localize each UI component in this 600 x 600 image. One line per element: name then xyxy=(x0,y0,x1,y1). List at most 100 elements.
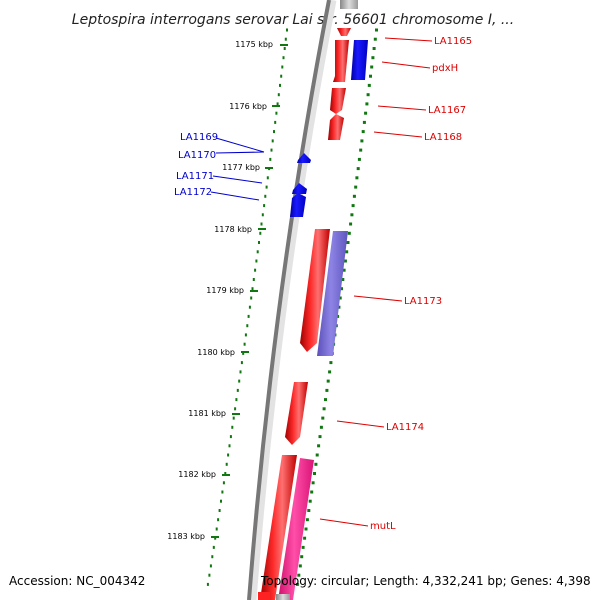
ruler-dot xyxy=(220,499,222,503)
gene-la1174 xyxy=(285,382,308,445)
ruler-dot xyxy=(321,416,325,420)
ruler-dot xyxy=(367,83,371,87)
ruler-dot xyxy=(206,582,209,586)
ruler-dot xyxy=(274,120,277,124)
gene-label-la1170[interactable]: LA1170 xyxy=(178,150,216,161)
ruler-dot xyxy=(275,111,278,115)
gene-label-la1171[interactable]: LA1171 xyxy=(176,171,214,182)
ruler-dot xyxy=(266,176,269,180)
ruler-dot xyxy=(231,425,234,429)
ruler-dot xyxy=(240,361,243,365)
ruler-dot xyxy=(305,518,309,522)
ruler-dot xyxy=(263,204,266,208)
ruler-dot xyxy=(295,582,299,586)
ruler-dot xyxy=(329,361,333,365)
ruler-dot xyxy=(325,388,329,392)
ruler-dot xyxy=(342,268,346,272)
ruler-dot xyxy=(235,398,238,402)
ruler-dot xyxy=(310,490,314,494)
ruler-dot xyxy=(345,250,349,254)
ruler-dot xyxy=(254,268,257,272)
ruler-dot xyxy=(366,93,370,97)
ruler-dot xyxy=(236,388,239,392)
gene-label-la1174[interactable]: LA1174 xyxy=(386,422,424,433)
ruler-dot xyxy=(224,472,227,475)
map-title: Leptospira interrogans serovar Lai str. … xyxy=(72,12,514,28)
gene-label-la1168[interactable]: LA1168 xyxy=(424,132,462,143)
ruler-dot xyxy=(311,481,315,485)
ruler-dot xyxy=(227,453,230,457)
ruler-dot xyxy=(232,416,235,420)
ruler-dot xyxy=(252,278,255,281)
ruler-dot xyxy=(259,231,262,235)
ruler-dot xyxy=(349,222,353,226)
ruler-dot xyxy=(346,241,350,244)
tick-label: 1178 kbp xyxy=(214,225,252,234)
gene-label-mutl[interactable]: mutL xyxy=(370,521,396,532)
ruler-dot xyxy=(351,204,355,208)
gene-red-strip-1 xyxy=(333,40,349,82)
ruler-dot xyxy=(355,176,359,180)
gene-label-pdxh[interactable]: pdxH xyxy=(432,63,458,74)
ruler-dot xyxy=(373,37,377,41)
ruler-dot xyxy=(338,296,342,300)
ruler-dot xyxy=(215,527,218,531)
gene-mutl xyxy=(260,455,297,600)
tick-label: 1177 kbp xyxy=(222,163,260,172)
gene-la1168 xyxy=(328,114,344,140)
gene-label-la1167[interactable]: LA1167 xyxy=(428,105,466,116)
ruler-dot xyxy=(326,379,330,383)
ruler-dot xyxy=(340,287,343,291)
ruler-dot xyxy=(271,139,274,143)
gene-label-la1165[interactable]: LA1165 xyxy=(434,36,472,47)
ruler-dot xyxy=(317,444,321,448)
gene-label-la1172[interactable]: LA1172 xyxy=(174,187,212,198)
ruler-dot xyxy=(258,241,260,244)
ruler-dot xyxy=(255,259,258,263)
right-gene-labels xyxy=(319,37,433,527)
ruler-dots xyxy=(206,28,378,586)
gene-la1165 xyxy=(337,28,351,36)
gene-label-la1169[interactable]: LA1169 xyxy=(180,132,218,143)
ruler-dot xyxy=(209,564,212,568)
ruler-dot xyxy=(318,435,322,439)
ruler-dot xyxy=(364,111,368,115)
ruler-dot xyxy=(303,536,307,540)
tick-label: 1176 kbp xyxy=(229,102,267,111)
gene-la1167 xyxy=(330,88,346,114)
ruler-dot xyxy=(375,28,378,32)
ruler-dot xyxy=(279,83,281,87)
ruler-dot xyxy=(350,213,354,217)
chromosome-backbone-line xyxy=(247,0,331,600)
ruler-dot xyxy=(308,499,312,503)
ruler-dot xyxy=(359,148,363,152)
ruler-dot xyxy=(234,407,237,411)
ruler-dot xyxy=(314,462,318,466)
ruler-dot xyxy=(371,56,375,60)
ruler-dot xyxy=(211,555,214,559)
ruler-dot xyxy=(264,194,267,198)
ruler-dot xyxy=(301,545,305,549)
kbp-ticks: 1175 kbp 1176 kbp 1177 kbp 1178 kbp 1179… xyxy=(167,40,288,541)
ruler-dot xyxy=(343,259,347,263)
ruler-dot xyxy=(238,379,241,383)
ruler-dot xyxy=(313,472,316,475)
ruler-dot xyxy=(229,435,232,439)
gene-la1171 xyxy=(292,183,307,194)
chromosome-backbone xyxy=(247,0,337,600)
ruler-dot xyxy=(286,28,288,32)
gene-label-la1173[interactable]: LA1173 xyxy=(404,296,442,307)
accession-text: Accession: NC_004342 xyxy=(9,574,146,588)
tick-label: 1179 kbp xyxy=(206,286,244,295)
ruler-dot xyxy=(315,453,319,457)
ruler-dot xyxy=(256,250,259,254)
ruler-dot xyxy=(281,65,284,69)
ruler-dot xyxy=(307,509,311,512)
ruler-dot xyxy=(221,490,224,494)
ruler-dot xyxy=(361,130,365,134)
topology-text: Topology: circular; Length: 4,332,241 bp… xyxy=(261,574,591,588)
tick-label: 1175 kbp xyxy=(235,40,273,49)
ruler-dot xyxy=(282,56,285,60)
ruler-dot xyxy=(261,213,264,217)
tick-label: 1180 kbp xyxy=(197,348,235,357)
